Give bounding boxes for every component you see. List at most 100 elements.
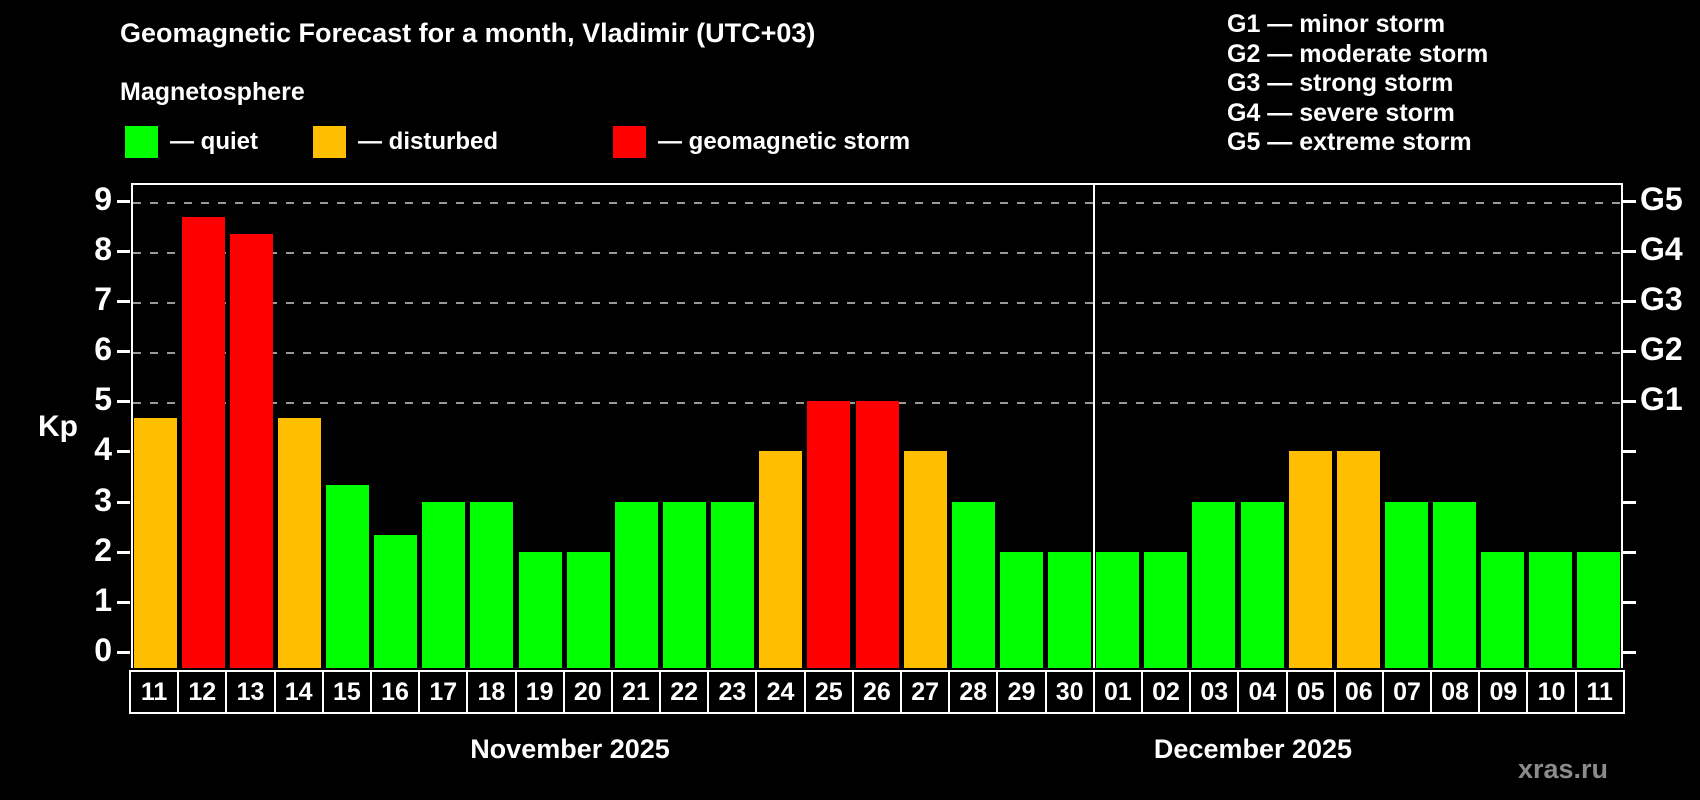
date-cell-november-25: 25 [803, 670, 854, 714]
right-axis-tick [1623, 600, 1636, 604]
g4-legend-line: G4 — severe storm [1227, 98, 1455, 127]
g-scale-legend: G1 — minor storm G2 — moderate storm G3 … [1227, 10, 1488, 158]
disturbed-swatch-icon [313, 126, 346, 158]
gridline-kp6 [133, 352, 1621, 355]
right-axis-tick [1623, 249, 1636, 253]
date-cell-december-09: 09 [1478, 670, 1529, 714]
gridline-kp8 [133, 251, 1621, 254]
date-cell-december-02: 02 [1140, 670, 1192, 714]
left-axis-tick [117, 199, 130, 203]
kp-bar-december-10 [1529, 551, 1573, 668]
kp-bar-november-19 [518, 551, 562, 668]
date-cell-november-21: 21 [610, 670, 662, 714]
right-axis-tick [1623, 651, 1636, 654]
kp-tick-label-6: 6 [94, 331, 112, 367]
date-cell-december-04: 04 [1237, 670, 1288, 714]
kp-tick-label-2: 2 [94, 531, 112, 568]
kp-bar-november-21 [614, 501, 658, 668]
date-cell-november-23: 23 [707, 670, 758, 714]
chart-title: Geomagnetic Forecast for a month, Vladim… [120, 18, 816, 48]
kp-bar-november-29 [999, 551, 1043, 668]
left-axis-tick [117, 651, 130, 654]
left-axis-tick [117, 299, 130, 303]
kp-tick-label-7: 7 [94, 280, 112, 317]
right-axis-tick [1623, 450, 1636, 454]
g-tick-label-g5: G5 [1640, 180, 1683, 217]
right-axis-tick [1623, 350, 1636, 353]
date-cell-november-11: 11 [129, 670, 180, 714]
legend-item-quiet: — quiet [125, 126, 258, 158]
kp-bar-november-20 [566, 551, 610, 668]
magnetosphere-label: Magnetosphere [120, 78, 305, 106]
date-cell-november-30: 30 [1044, 670, 1095, 714]
storm-swatch-icon [613, 126, 646, 158]
kp-tick-label-9: 9 [94, 180, 112, 217]
date-cell-november-22: 22 [659, 670, 710, 714]
date-cell-november-16: 16 [369, 670, 421, 714]
date-cell-november-13: 13 [225, 670, 276, 714]
date-cell-december-03: 03 [1189, 670, 1240, 714]
legend-item-storm: — geomagnetic storm [613, 126, 910, 158]
date-cell-december-01: 01 [1092, 670, 1143, 714]
gridline-kp7 [133, 301, 1621, 304]
kp-bar-november-23 [711, 501, 755, 668]
kp-tick-label-5: 5 [94, 381, 112, 418]
kp-bar-november-18 [470, 501, 514, 668]
kp-bar-november-16 [374, 535, 418, 668]
left-axis-tick [117, 500, 130, 504]
kp-bar-december-03 [1192, 501, 1236, 668]
kp-bar-november-26 [855, 401, 899, 668]
kp-tick-label-0: 0 [94, 632, 112, 668]
date-cell-november-27: 27 [900, 670, 951, 714]
date-cell-november-19: 19 [514, 670, 565, 714]
right-axis-tick [1623, 299, 1636, 303]
date-cell-november-12: 12 [177, 670, 228, 714]
left-axis-tick [117, 450, 130, 454]
plot-area [131, 183, 1623, 668]
kp-bar-december-06 [1336, 451, 1380, 668]
g5-legend-line: G5 — extreme storm [1227, 128, 1472, 156]
date-cell-november-29: 29 [996, 670, 1047, 714]
date-cell-december-05: 05 [1285, 670, 1336, 714]
legend-item-disturbed: — disturbed [313, 126, 498, 158]
kp-bar-november-12 [181, 217, 225, 668]
kp-bar-december-09 [1481, 551, 1525, 668]
kp-tick-label-1: 1 [94, 581, 112, 618]
date-cell-december-06: 06 [1333, 670, 1384, 714]
legend-label-storm: — geomagnetic storm [658, 128, 911, 155]
kp-bar-november-22 [662, 501, 706, 668]
date-cell-november-26: 26 [851, 670, 902, 714]
date-cell-november-24: 24 [755, 670, 806, 714]
g2-legend-line: G2 — moderate storm [1227, 39, 1489, 68]
kp-bar-december-05 [1288, 451, 1332, 668]
kp-bar-december-02 [1144, 551, 1188, 668]
kp-bar-december-11 [1577, 551, 1621, 668]
quiet-swatch-icon [125, 126, 158, 158]
g-tick-label-g2: G2 [1640, 331, 1683, 367]
xras-watermark: xras.ru [1517, 754, 1608, 784]
kp-bar-november-14 [277, 417, 321, 668]
left-axis-tick [117, 550, 130, 554]
kp-bar-december-07 [1384, 501, 1428, 668]
kp-bar-december-04 [1240, 501, 1284, 668]
date-cell-november-28: 28 [948, 670, 999, 714]
legend-label-disturbed: — disturbed [358, 128, 499, 155]
month-divider [1092, 185, 1095, 668]
g-tick-label-g1: G1 [1640, 381, 1683, 418]
kp-state-legend: — quiet — disturbed — geomagnetic storm [0, 126, 1100, 168]
kp-bar-november-25 [807, 401, 851, 668]
kp-bar-november-15 [326, 484, 370, 668]
right-axis-tick [1623, 500, 1636, 504]
kp-bar-november-30 [1048, 551, 1092, 668]
date-cell-november-18: 18 [466, 670, 517, 714]
kp-tick-label-3: 3 [94, 481, 112, 518]
right-axis-tick [1623, 199, 1636, 203]
date-cell-december-10: 10 [1526, 670, 1577, 714]
kp-bar-november-28 [951, 501, 995, 668]
g-tick-label-g4: G4 [1640, 230, 1683, 267]
kp-axis-title: Kp [38, 410, 78, 443]
left-axis-tick [117, 350, 130, 353]
legend-label-quiet: — quiet [170, 128, 258, 155]
date-axis: 11 12 13 14 15 16 17 18 19 20 21 22 23 24 25 26 27 28 29 30… [129, 670, 1625, 714]
